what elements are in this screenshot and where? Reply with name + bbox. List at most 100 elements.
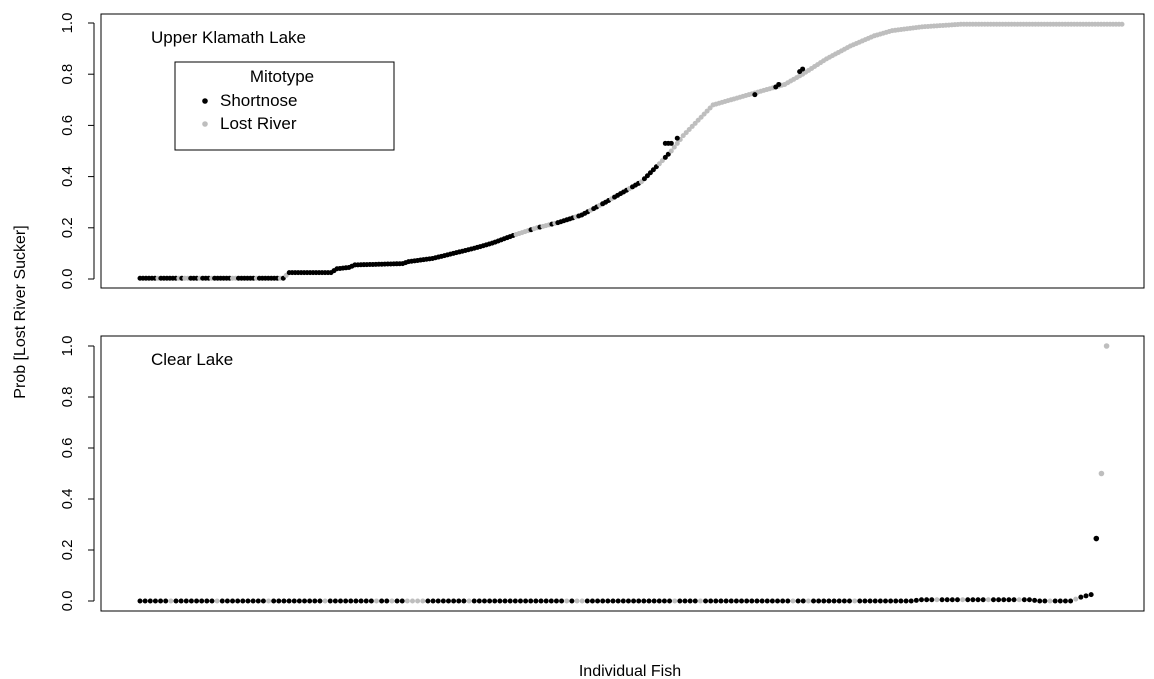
point-shortnose xyxy=(631,598,637,604)
point-lost-river xyxy=(1047,598,1053,604)
point-lost-river xyxy=(672,598,678,604)
point-shortnose xyxy=(188,598,194,604)
point-lost-river xyxy=(695,117,701,123)
panel-label: Upper Klamath Lake xyxy=(151,28,306,47)
panel-upper-klamath-lake: 0.0 0.2 0.4 0.6 0.8 1.0 Upper Klamath Lake Mito… xyxy=(59,13,1145,290)
point-shortnose xyxy=(954,597,960,603)
point-shortnose xyxy=(445,598,451,604)
point-shortnose xyxy=(487,598,493,604)
point-shortnose xyxy=(307,598,313,604)
point-shortnose xyxy=(194,598,200,604)
data-points xyxy=(137,343,1110,604)
point-lost-river xyxy=(659,158,665,164)
point-shortnose xyxy=(158,598,164,604)
y-tick-label: 0.4 xyxy=(59,166,76,187)
point-shortnose xyxy=(826,598,832,604)
point-shortnose xyxy=(1011,597,1017,603)
point-shortnose xyxy=(754,598,760,604)
point-shortnose xyxy=(821,598,827,604)
point-shortnose xyxy=(548,598,554,604)
point-shortnose xyxy=(687,598,693,604)
point-lost-river xyxy=(704,108,710,114)
point-lost-river xyxy=(1119,21,1125,27)
point-shortnose xyxy=(970,597,976,603)
point-shortnose xyxy=(990,597,996,603)
point-shortnose xyxy=(661,598,667,604)
point-shortnose xyxy=(286,598,292,604)
y-tick-label: 1.0 xyxy=(59,13,76,34)
point-shortnose xyxy=(538,598,544,604)
point-shortnose xyxy=(718,598,724,604)
point-lost-river xyxy=(985,597,991,603)
y-tick-label: 0.2 xyxy=(59,540,76,561)
point-shortnose xyxy=(996,597,1002,603)
y-tick-label: 0.0 xyxy=(59,269,76,290)
point-shortnose xyxy=(173,598,179,604)
point-shortnose xyxy=(332,598,338,604)
point-shortnose xyxy=(775,598,781,604)
point-shortnose xyxy=(399,598,405,604)
point-shortnose xyxy=(776,81,782,87)
point-lost-river xyxy=(564,598,570,604)
point-shortnose xyxy=(481,598,487,604)
point-shortnose xyxy=(800,66,806,72)
point-lost-river xyxy=(266,598,272,604)
point-shortnose xyxy=(1021,597,1027,603)
point-shortnose xyxy=(918,597,924,603)
point-shortnose xyxy=(667,598,673,604)
point-shortnose xyxy=(523,598,529,604)
point-shortnose xyxy=(903,598,909,604)
point-shortnose xyxy=(1068,598,1074,604)
point-shortnose xyxy=(965,597,971,603)
point-shortnose xyxy=(240,598,246,604)
point-shortnose xyxy=(296,598,302,604)
point-shortnose xyxy=(913,597,919,603)
point-lost-river xyxy=(686,126,692,132)
point-shortnose xyxy=(163,598,169,604)
point-shortnose xyxy=(656,598,662,604)
point-lost-river xyxy=(934,597,940,603)
point-shortnose xyxy=(795,598,801,604)
point-lost-river xyxy=(1103,343,1110,349)
point-shortnose xyxy=(1057,598,1063,604)
point-lost-river xyxy=(579,598,585,604)
point-shortnose xyxy=(502,598,508,604)
point-lost-river xyxy=(674,140,680,146)
legend-marker-shortnose xyxy=(202,98,208,104)
point-shortnose xyxy=(636,598,642,604)
point-shortnose xyxy=(584,598,590,604)
point-shortnose xyxy=(877,598,883,604)
point-shortnose xyxy=(209,598,215,604)
y-tick-label: 0.6 xyxy=(59,115,76,136)
point-lost-river xyxy=(697,598,703,604)
point-shortnose xyxy=(137,598,143,604)
point-shortnose xyxy=(435,598,441,604)
point-shortnose xyxy=(312,598,318,604)
point-shortnose xyxy=(980,597,986,603)
panel-clear-lake: 0.0 0.2 0.4 0.6 0.8 1.0 Clear Lake xyxy=(59,335,1145,612)
point-shortnose xyxy=(605,598,611,604)
point-shortnose xyxy=(348,598,354,604)
point-lost-river xyxy=(1098,470,1105,477)
point-shortnose xyxy=(949,597,955,603)
point-shortnose xyxy=(533,598,539,604)
point-shortnose xyxy=(384,598,390,604)
point-shortnose xyxy=(893,598,899,604)
point-lost-river xyxy=(689,123,695,129)
y-axis-title: Prob [Lost River Sucker] xyxy=(12,225,29,398)
point-lost-river xyxy=(374,598,380,604)
point-lost-river xyxy=(680,133,686,139)
point-lost-river xyxy=(707,105,713,111)
point-shortnose xyxy=(517,598,523,604)
point-shortnose xyxy=(456,598,462,604)
y-tick-label: 0.2 xyxy=(59,217,76,238)
point-lost-river xyxy=(415,598,421,604)
point-shortnose xyxy=(867,598,873,604)
point-shortnose xyxy=(142,598,148,604)
point-shortnose xyxy=(559,598,565,604)
point-shortnose xyxy=(1006,597,1012,603)
point-shortnose xyxy=(862,598,868,604)
point-shortnose xyxy=(338,598,344,604)
point-shortnose xyxy=(872,598,878,604)
